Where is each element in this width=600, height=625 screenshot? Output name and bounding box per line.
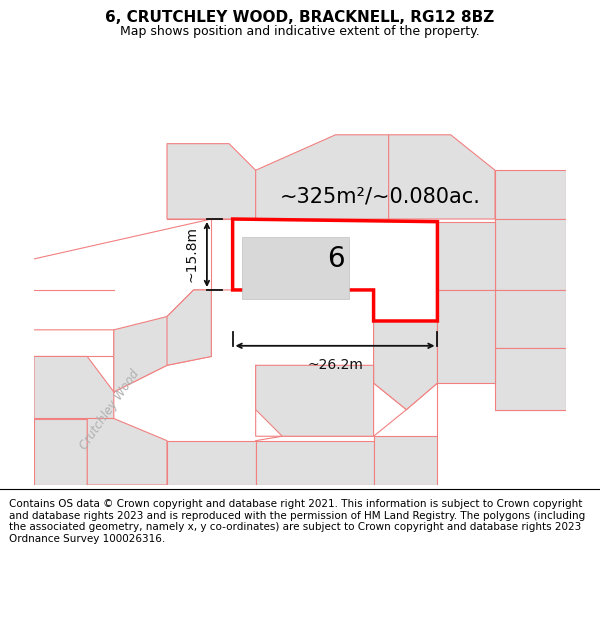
Polygon shape: [167, 441, 256, 485]
Text: ~26.2m: ~26.2m: [307, 358, 363, 372]
Polygon shape: [256, 365, 374, 436]
Polygon shape: [242, 237, 349, 299]
Text: Crutchley Wood: Crutchley Wood: [77, 368, 142, 452]
Text: ~325m²/~0.080ac.: ~325m²/~0.080ac.: [280, 187, 480, 207]
Polygon shape: [87, 419, 167, 485]
Polygon shape: [437, 222, 495, 290]
Polygon shape: [437, 290, 495, 383]
Polygon shape: [34, 419, 87, 485]
Polygon shape: [256, 441, 374, 485]
Polygon shape: [167, 144, 256, 219]
Polygon shape: [256, 135, 389, 219]
Polygon shape: [374, 321, 437, 409]
Polygon shape: [34, 356, 114, 419]
Polygon shape: [495, 290, 566, 348]
Polygon shape: [233, 219, 437, 321]
Polygon shape: [495, 170, 566, 219]
Polygon shape: [495, 348, 566, 409]
Text: Map shows position and indicative extent of the property.: Map shows position and indicative extent…: [120, 26, 480, 39]
Polygon shape: [389, 135, 495, 219]
Text: ~15.8m: ~15.8m: [184, 226, 198, 282]
Text: 6: 6: [326, 245, 344, 273]
Text: Contains OS data © Crown copyright and database right 2021. This information is : Contains OS data © Crown copyright and d…: [9, 499, 585, 544]
Polygon shape: [114, 290, 211, 392]
Text: 6, CRUTCHLEY WOOD, BRACKNELL, RG12 8BZ: 6, CRUTCHLEY WOOD, BRACKNELL, RG12 8BZ: [106, 10, 494, 25]
Polygon shape: [167, 290, 211, 365]
Polygon shape: [374, 436, 437, 485]
Polygon shape: [495, 219, 566, 290]
